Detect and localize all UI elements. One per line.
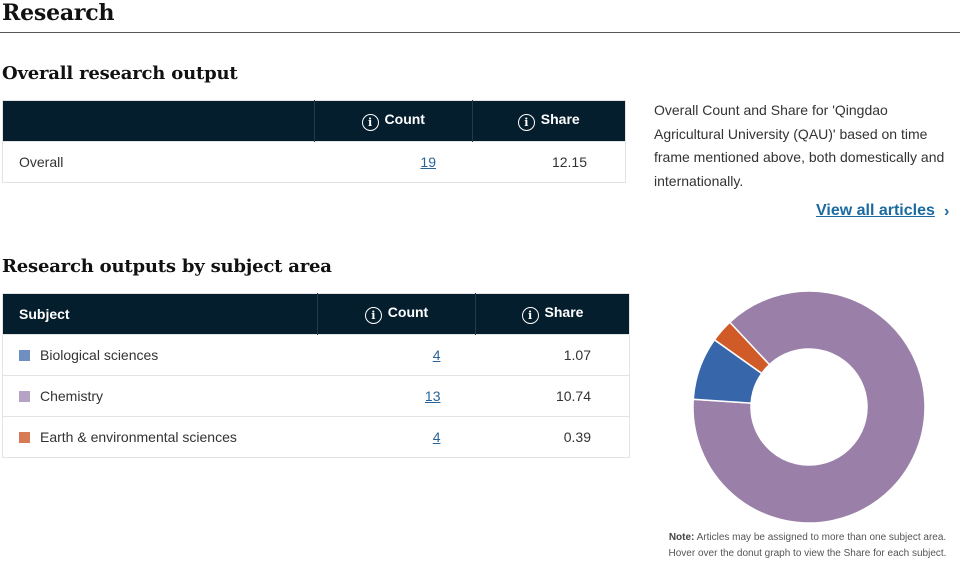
- subject-count-header[interactable]: i Count: [317, 293, 476, 335]
- legend-swatch: [19, 391, 30, 402]
- note-label: Note:: [668, 532, 695, 543]
- overall-table: i Count i Share Overall 19 12.15: [2, 100, 626, 183]
- donut-svg[interactable]: [692, 290, 926, 524]
- page-title: Research: [2, 0, 115, 26]
- donut-slice-earth-environmental-sciences[interactable]: [713, 321, 771, 375]
- view-all-articles-link[interactable]: View all articles: [816, 202, 935, 219]
- overall-section-title: Overall research output: [2, 63, 238, 84]
- overall-count-header[interactable]: i Count: [314, 100, 473, 142]
- overall-share-header[interactable]: i Share: [472, 100, 626, 142]
- overall-count-link[interactable]: 19: [420, 154, 436, 170]
- subject-header: Subject: [2, 293, 318, 335]
- table-row: Chemistry 13 10.74: [2, 375, 630, 417]
- note-text: Articles may be assigned to more than on…: [668, 532, 947, 559]
- chart-note: Note: Articles may be assigned to more t…: [655, 530, 960, 562]
- info-icon: i: [521, 307, 539, 324]
- subject-share-value: 1.07: [475, 334, 630, 376]
- subject-section-title: Research outputs by subject area: [2, 256, 332, 277]
- info-icon: i: [517, 114, 535, 131]
- overall-empty-header: [2, 100, 315, 142]
- overall-row-label: Overall: [2, 141, 315, 183]
- subject-count-link[interactable]: 4: [432, 347, 441, 363]
- subject-share-value: 0.39: [475, 416, 630, 458]
- info-icon: i: [361, 114, 379, 131]
- subject-donut-chart[interactable]: [692, 290, 926, 524]
- legend-swatch: [19, 350, 30, 361]
- info-icon: i: [364, 307, 382, 324]
- subject-label: Biological sciences: [40, 347, 159, 363]
- legend-swatch: [19, 432, 30, 443]
- chevron-right-icon[interactable]: ›: [944, 203, 950, 220]
- table-row: Biological sciences 4 1.07: [2, 334, 630, 376]
- subject-count-link[interactable]: 13: [424, 388, 441, 404]
- overall-description: Overall Count and Share for 'Qingdao Agr…: [654, 102, 945, 189]
- subject-share-value: 10.74: [475, 375, 630, 417]
- subject-share-header[interactable]: i Share: [475, 293, 630, 335]
- title-divider: [0, 32, 960, 33]
- subject-table: Subject i Count i Share Biological science…: [2, 293, 630, 458]
- subject-count-link[interactable]: 4: [432, 429, 441, 445]
- subject-label: Chemistry: [40, 388, 104, 404]
- table-row: Overall 19 12.15: [2, 141, 626, 183]
- overall-share-value: 12.15: [472, 141, 626, 183]
- donut-slice-chemistry[interactable]: [692, 290, 926, 524]
- table-row: Earth & environmental sciences 4 0.39: [2, 416, 630, 458]
- subject-label: Earth & environmental sciences: [40, 429, 237, 445]
